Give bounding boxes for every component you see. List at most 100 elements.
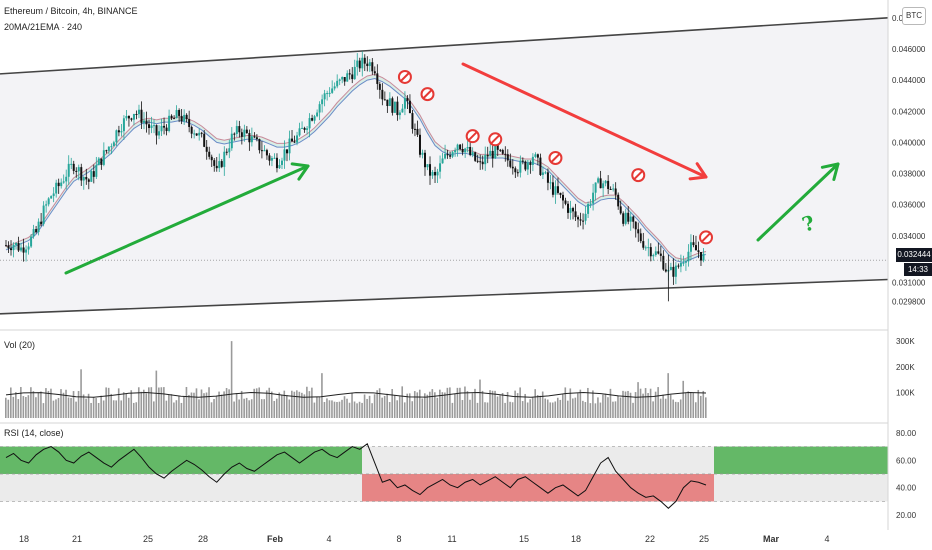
price-tick-label: 0.046000: [892, 45, 926, 54]
volume-bar: [494, 390, 496, 418]
time-tick-label: 18: [571, 534, 581, 544]
candle-body: [659, 253, 662, 256]
candle-body: [175, 110, 178, 119]
volume-bar: [65, 389, 67, 418]
volume-bar: [391, 389, 393, 418]
candle-body: [75, 170, 78, 172]
volume-bar: [208, 387, 210, 418]
candle-body: [521, 160, 524, 162]
volume-bar: [554, 401, 557, 418]
candle-body: [243, 129, 246, 137]
volume-bar: [250, 399, 253, 418]
volume-bar: [541, 391, 544, 418]
volume-bar: [551, 402, 554, 418]
candle-body: [411, 113, 414, 129]
volume-bar: [421, 398, 424, 418]
volume-bar: [160, 387, 163, 418]
candle-body: [122, 118, 125, 132]
candle-body: [577, 217, 580, 220]
volume-bar: [150, 387, 153, 418]
volume-bar: [514, 390, 516, 418]
volume-bar: [396, 400, 398, 418]
candle-body: [516, 172, 519, 174]
volume-bar: [519, 387, 521, 418]
candle-body: [105, 150, 108, 152]
volume-bar: [170, 394, 173, 418]
volume-bar: [524, 393, 526, 418]
volume-bar: [311, 387, 313, 418]
volume-bar: [672, 399, 674, 418]
candle-body: [273, 157, 276, 159]
volume-bar: [446, 387, 449, 418]
volume-bar: [243, 398, 245, 418]
volume-bar: [213, 398, 215, 418]
candle-body: [168, 115, 171, 132]
volume-bar: [426, 394, 429, 418]
candle-body: [198, 132, 201, 136]
candle-body: [235, 126, 238, 134]
volume-bar: [406, 393, 409, 418]
candle-body: [107, 146, 110, 151]
volume-bar: [403, 402, 406, 418]
candle-body: [203, 133, 206, 147]
candle-body: [444, 153, 447, 159]
candle-body: [57, 182, 60, 187]
volume-bar: [25, 396, 27, 418]
volume-bar: [346, 398, 348, 418]
volume-bar: [336, 401, 338, 418]
rsi-tick-label: 60.00: [896, 456, 917, 465]
rsi-pane: [0, 443, 888, 509]
indicator-label: 20MA/21EMA · 240: [4, 22, 83, 32]
candle-body: [77, 167, 80, 172]
volume-bar: [669, 394, 672, 418]
volume-bar: [561, 394, 564, 418]
volume-bar: [466, 391, 469, 418]
candle-body: [398, 112, 401, 116]
volume-bar: [697, 389, 700, 418]
candle-body: [554, 186, 557, 195]
volume-bar: [393, 395, 396, 418]
candle-body: [461, 149, 464, 153]
candle-body: [72, 163, 75, 171]
candle-body: [491, 150, 494, 159]
volume-bar: [677, 402, 680, 418]
volume-bar: [702, 390, 705, 418]
rejection-slash: [701, 232, 711, 243]
volume-bar: [642, 393, 644, 418]
volume-bar: [110, 393, 112, 418]
volume-bar: [286, 394, 288, 418]
candle-body: [25, 249, 28, 253]
candle-body: [699, 252, 702, 261]
volume-bar: [471, 393, 474, 418]
candle-body: [567, 203, 570, 213]
candle-body: [125, 116, 128, 119]
candle-body: [421, 152, 424, 155]
volume-bar: [549, 402, 552, 418]
volume-bar: [386, 393, 388, 418]
rsi-label: RSI (14, close): [4, 428, 64, 438]
currency-badge[interactable]: BTC: [902, 7, 926, 25]
volume-bar: [12, 396, 15, 418]
volume-bar: [291, 390, 293, 418]
candle-body: [368, 62, 371, 67]
candle-body: [92, 171, 95, 177]
volume-bar: [35, 397, 37, 418]
volume-bar: [574, 397, 577, 418]
time-tick-label: 18: [19, 534, 29, 544]
time-tick-label: 4: [326, 534, 331, 544]
candle-body: [539, 157, 542, 175]
candle-body: [280, 160, 283, 165]
volume-bar: [45, 388, 47, 418]
volume-tick-label: 300K: [896, 337, 915, 346]
candle-body: [15, 243, 18, 245]
volume-bar: [183, 396, 185, 418]
rsi-projected-zone: [714, 446, 888, 474]
candle-body: [456, 144, 459, 151]
volume-bar: [667, 373, 669, 418]
candle-body: [617, 194, 620, 207]
candle-body: [160, 125, 163, 132]
price-tick-label: 0.031000: [892, 279, 926, 288]
candle-body: [60, 182, 63, 187]
volume-bar: [464, 386, 466, 418]
